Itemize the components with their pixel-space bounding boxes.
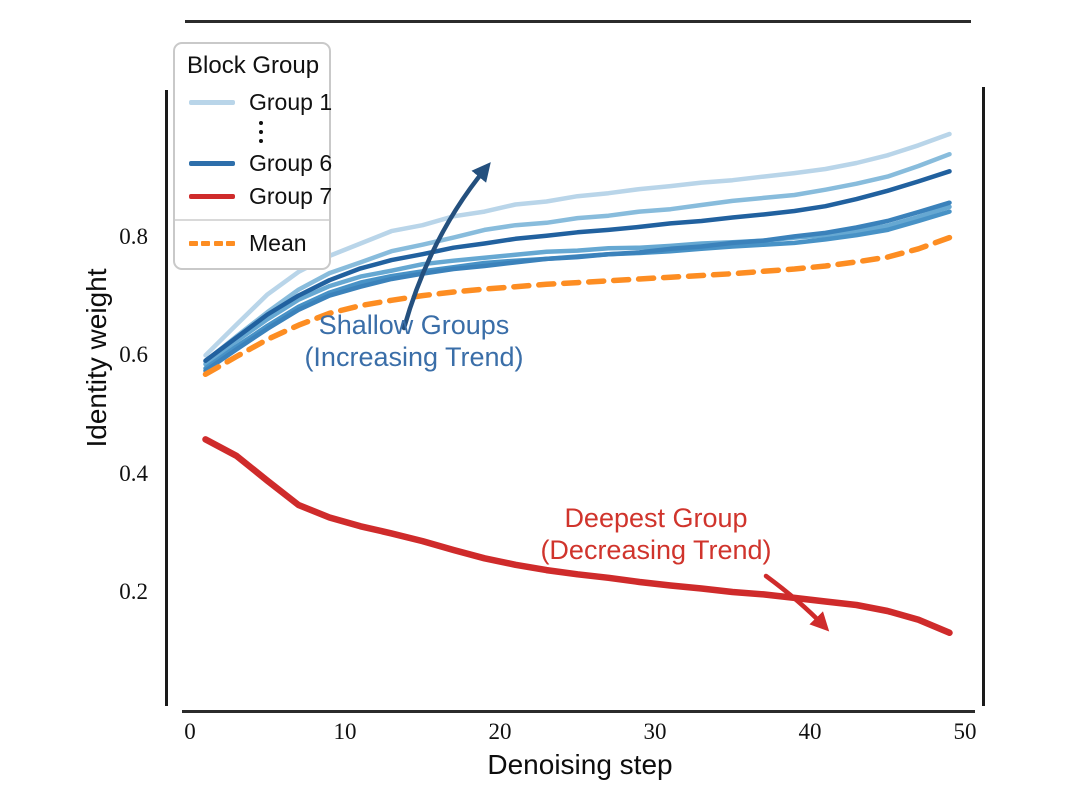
deepest-group-annotation: Deepest Group (Decreasing Trend) [520,503,792,567]
legend-item-group-7: Group 7 [175,180,333,213]
legend-item-mean: Mean [175,227,329,260]
series-line-mean [202,234,953,378]
x-tick-10: 10 [333,719,357,744]
x-tick-50: 50 [953,719,977,744]
group-6-line-swatch [189,161,235,166]
group-7-line-swatch [189,194,235,199]
legend-label: Group 7 [249,183,333,209]
series-line-group-5 [203,200,952,373]
series-line-group-7 [202,436,953,637]
series-line-group-6 [203,169,952,363]
legend-ellipsis-dots [259,121,329,143]
series-line-group-2 [203,151,952,364]
top-rule [185,20,971,23]
y-tick-0.2: 0.2 [119,579,148,605]
legend-box: Block Group Group 1 Group 6 Group 7 Mean [173,42,333,270]
x-tick-40: 40 [798,719,822,744]
legend-label: Group 6 [249,150,333,176]
annotation-line: (Decreasing Trend) [540,534,772,565]
y-tick-0.6: 0.6 [119,342,148,368]
shallow-groups-annotation: Shallow Groups (Increasing Trend) [288,310,540,374]
y-axis-spine [165,90,168,706]
mean-dashed-line-swatch [189,241,235,246]
series-line-group-3 [203,204,952,367]
legend-label: Group 1 [249,89,333,115]
group-1-line-swatch [189,100,235,105]
y-tick-0.4: 0.4 [119,460,148,486]
x-axis-label: Denoising step [487,749,673,780]
increasing-trend-arrow [401,162,491,331]
x-tick-0: 0 [184,719,196,744]
annotation-line: Deepest Group [564,503,748,533]
legend-divider [175,219,329,221]
x-tick-30: 30 [643,719,667,744]
legend-item-group-6: Group 6 [175,147,333,180]
decreasing-trend-arrow [763,573,830,632]
annotation-line: (Increasing Trend) [304,341,524,372]
annotation-line: Shallow Groups [318,310,510,340]
y-tick-0.8: 0.8 [119,224,148,249]
x-tick-20: 20 [488,719,512,744]
legend-item-group-1: Group 1 [175,86,333,119]
legend-title: Block Group [187,52,320,79]
legend-label: Mean [249,230,307,256]
bottom-rule [182,710,975,713]
right-spine [982,87,985,706]
